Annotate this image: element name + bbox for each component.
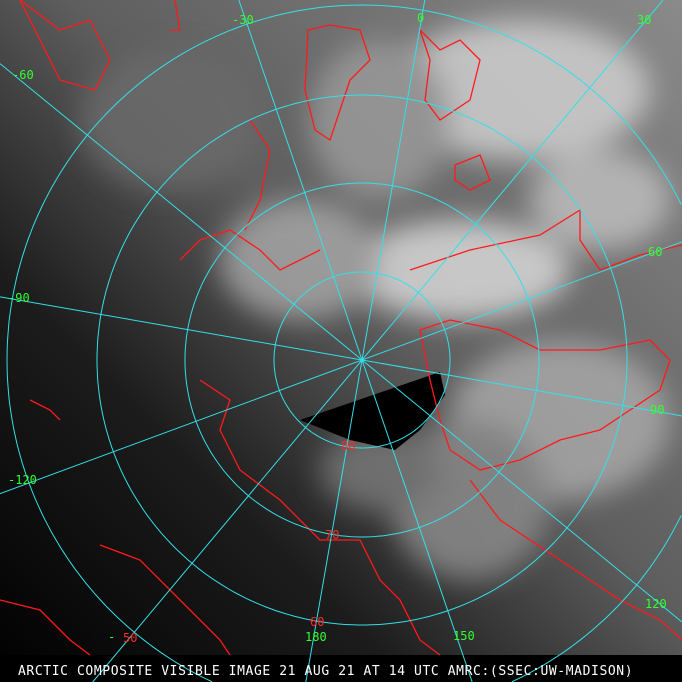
latitude-circle <box>96 94 628 626</box>
latitude-circle <box>6 4 682 682</box>
lon-label: -120 <box>8 473 37 487</box>
meridian-line <box>0 241 682 495</box>
meridian-line <box>0 296 682 417</box>
cloud-cover <box>80 20 670 580</box>
lon-label: -30 <box>232 13 254 27</box>
coastlines <box>0 0 682 656</box>
latitude-circle <box>273 271 451 449</box>
no-data-region <box>300 372 445 450</box>
lon-label: 30 <box>637 13 651 27</box>
lon-label: 60 <box>648 245 662 259</box>
lon-label: 90 <box>650 403 664 417</box>
lon-label: -60 <box>12 68 34 82</box>
latitude-circle <box>184 182 540 538</box>
lon-label: 0 <box>417 11 424 25</box>
graticule-labels: -30 0 30 60 90 120 150 180 -120 -90 -60 … <box>8 11 667 645</box>
lon-label: -90 <box>8 291 30 305</box>
image-caption: ARCTIC COMPOSITE VISIBLE IMAGE 21 AUG 21… <box>18 664 634 679</box>
meridian-line <box>238 0 473 682</box>
lat-label: 70 <box>325 528 339 542</box>
meridian-line <box>0 63 682 623</box>
lat-label: 60 <box>310 615 324 629</box>
lon-label: 150 <box>453 629 475 643</box>
meridian-line <box>92 0 664 682</box>
caption-band <box>0 655 682 682</box>
lat-label: 80 <box>341 439 355 453</box>
lat-label: 50 <box>123 631 137 645</box>
lon-label: 180 <box>305 630 327 644</box>
lon-label: 120 <box>645 597 667 611</box>
meridian-line <box>305 0 426 682</box>
lon-label: - <box>108 630 115 644</box>
